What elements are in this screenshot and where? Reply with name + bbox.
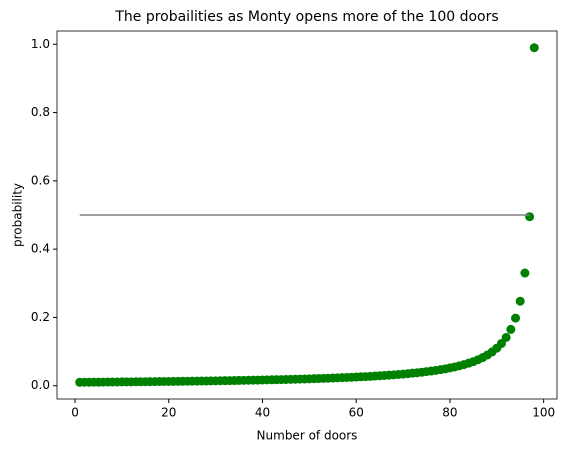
x-tick-label: 80: [442, 406, 457, 420]
point: [529, 43, 539, 53]
y-tick-label: 1.0: [31, 37, 50, 51]
y-tick-label: 0.6: [31, 173, 50, 187]
y-tick-label: 0.8: [31, 105, 50, 119]
x-tick-label: 100: [532, 406, 555, 420]
point: [501, 332, 511, 342]
x-axis-label: Number of doors: [257, 429, 358, 443]
y-tick-label: 0.0: [31, 378, 50, 392]
x-tick-label: 60: [349, 406, 364, 420]
point: [506, 324, 516, 334]
chart-title: The probailities as Monty opens more of …: [114, 9, 498, 25]
y-tick-label: 0.2: [31, 310, 50, 324]
x-tick-label: 20: [161, 406, 176, 420]
x-tick-label: 40: [255, 406, 270, 420]
point: [520, 268, 530, 278]
y-tick-label: 0.4: [31, 242, 50, 256]
point: [515, 296, 525, 306]
point: [511, 313, 521, 323]
y-axis-label: probability: [11, 183, 25, 247]
x-tick-label: 0: [71, 406, 79, 420]
plot-frame: [56, 30, 558, 400]
point: [525, 212, 535, 222]
